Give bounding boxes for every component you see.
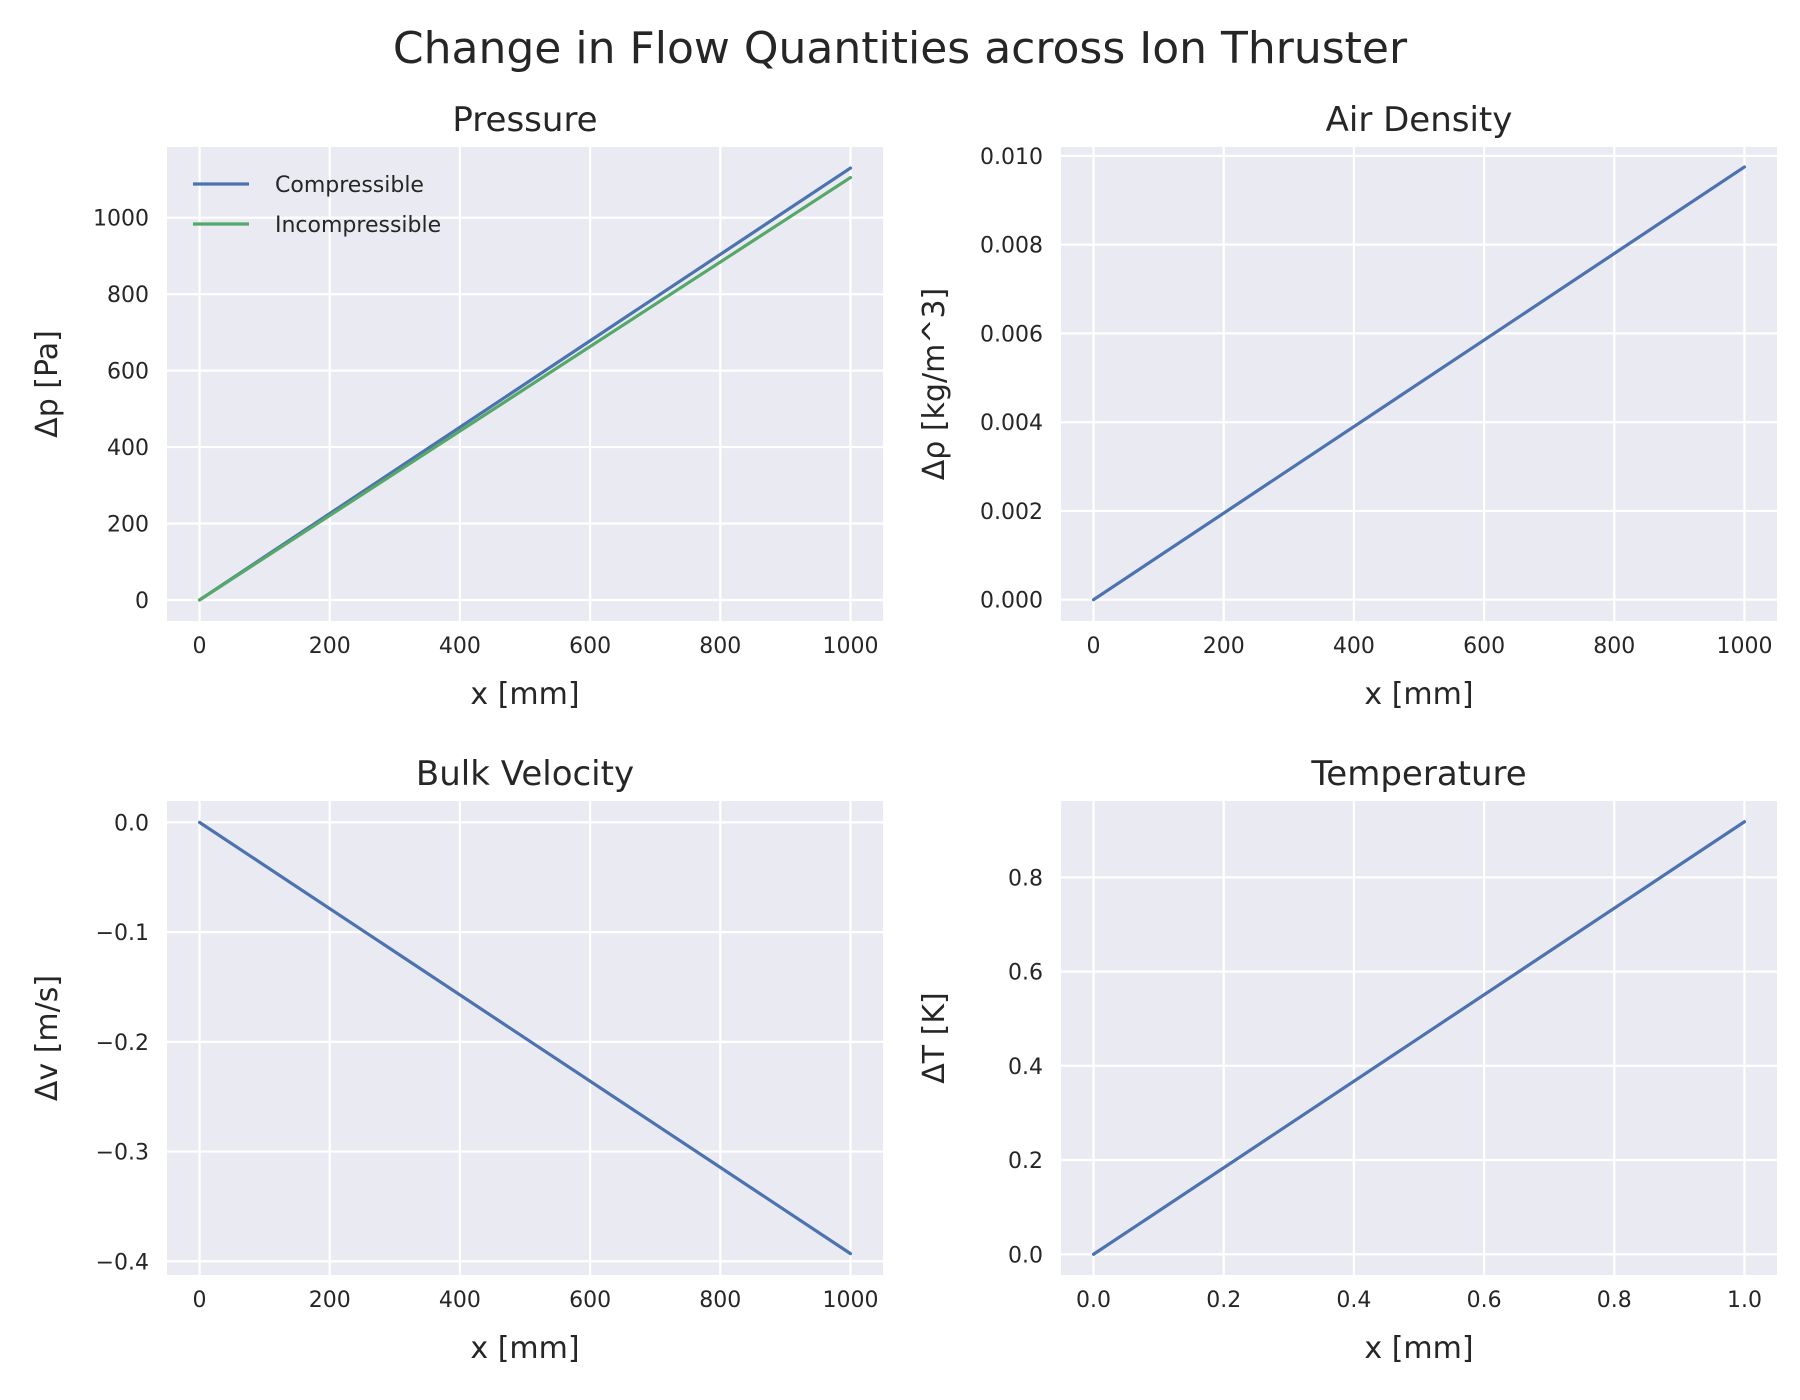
legend: Compressible Incompressible bbox=[193, 173, 441, 238]
x-tick-label: 800 bbox=[699, 634, 741, 659]
legend-label-incompressible: Incompressible bbox=[275, 213, 441, 238]
y-tick-label: −0.4 bbox=[96, 1250, 149, 1275]
y-tick-label: 0.004 bbox=[980, 411, 1043, 436]
panel-title: Bulk Velocity bbox=[416, 754, 634, 794]
tick-labels: 0 200 400 600 800 1000 0.0 −0.1 −0.2 −0.3 −0.4 bbox=[96, 811, 879, 1313]
y-tick-label: 0.000 bbox=[980, 589, 1043, 614]
y-tick-label: 800 bbox=[107, 283, 149, 308]
y-tick-label: 600 bbox=[107, 360, 149, 385]
x-tick-label: 600 bbox=[569, 634, 611, 659]
x-tick-label: 0.6 bbox=[1467, 1288, 1502, 1313]
y-tick-label: 400 bbox=[107, 436, 149, 461]
panel-bulk-velocity: 0 200 400 600 800 1000 0.0 −0.1 −0.2 −0.3 −0.4 Bul… bbox=[30, 754, 883, 1366]
x-tick-label: 200 bbox=[309, 634, 351, 659]
y-tick-label: 0.006 bbox=[980, 322, 1043, 347]
tick-labels: 0 200 400 600 800 1000 0.000 0.002 0.004 0.006 0.0… bbox=[980, 145, 1772, 659]
gridlines bbox=[1061, 147, 1777, 621]
series-lines bbox=[197, 166, 853, 602]
x-tick-label: 400 bbox=[1333, 634, 1375, 659]
x-tick-label: 0 bbox=[193, 1288, 207, 1313]
y-tick-label: 0.8 bbox=[1008, 866, 1043, 891]
y-axis-label: ΔT [K] bbox=[917, 992, 952, 1083]
x-tick-label: 800 bbox=[699, 1288, 741, 1313]
series-lines bbox=[197, 820, 853, 1256]
y-tick-label: −0.2 bbox=[96, 1031, 149, 1056]
x-axis-label: x [mm] bbox=[470, 677, 579, 712]
y-tick-label: 0.6 bbox=[1008, 961, 1043, 986]
x-tick-label: 0.0 bbox=[1076, 1288, 1111, 1313]
series-lines bbox=[1091, 820, 1747, 1256]
legend-label-compressible: Compressible bbox=[275, 173, 424, 198]
x-tick-label: 0.2 bbox=[1206, 1288, 1241, 1313]
x-tick-label: 400 bbox=[439, 1288, 481, 1313]
y-tick-label: −0.1 bbox=[96, 921, 149, 946]
x-tick-label: 1000 bbox=[822, 1288, 878, 1313]
tick-labels: 0 200 400 600 800 1000 0 200 400 600 800 1000 bbox=[93, 207, 878, 659]
x-axis-label: x [mm] bbox=[1364, 677, 1473, 712]
x-tick-label: 1000 bbox=[822, 634, 878, 659]
series-line-2 bbox=[197, 175, 853, 602]
panel-temperature: 0.0 0.2 0.4 0.6 0.8 1.0 0.0 0.2 0.4 0.6 0.8 Temper… bbox=[917, 754, 1777, 1366]
x-tick-label: 600 bbox=[1463, 634, 1505, 659]
x-tick-label: 0.8 bbox=[1597, 1288, 1632, 1313]
y-tick-label: 0.0 bbox=[114, 811, 149, 836]
gridlines bbox=[1061, 801, 1777, 1275]
y-tick-label: 0.2 bbox=[1008, 1149, 1043, 1174]
y-tick-label: 0.010 bbox=[980, 145, 1043, 170]
x-tick-label: 200 bbox=[309, 1288, 351, 1313]
y-tick-label: 0.0 bbox=[1008, 1243, 1043, 1268]
y-tick-label: 200 bbox=[107, 513, 149, 538]
tick-labels: 0.0 0.2 0.4 0.6 0.8 1.0 0.0 0.2 0.4 0.6 0.8 bbox=[1008, 866, 1762, 1313]
y-tick-label: −0.3 bbox=[96, 1141, 149, 1166]
x-axis-label: x [mm] bbox=[1364, 1331, 1473, 1366]
y-tick-label: 0.002 bbox=[980, 500, 1043, 525]
x-tick-label: 800 bbox=[1593, 634, 1635, 659]
x-tick-label: 0 bbox=[1087, 634, 1101, 659]
y-axis-label: Δp [Pa] bbox=[30, 330, 65, 438]
gridlines bbox=[167, 801, 883, 1275]
y-axis-label: Δv [m/s] bbox=[30, 975, 65, 1101]
x-tick-label: 200 bbox=[1203, 634, 1245, 659]
panel-pressure: 0 200 400 600 800 1000 0 200 400 600 800 1000 Press… bbox=[30, 100, 883, 712]
x-tick-label: 1.0 bbox=[1727, 1288, 1762, 1313]
x-tick-label: 400 bbox=[439, 634, 481, 659]
series-lines bbox=[1091, 165, 1747, 602]
gridlines bbox=[167, 147, 883, 621]
x-tick-label: 600 bbox=[569, 1288, 611, 1313]
series-line-1 bbox=[1091, 165, 1747, 602]
panel-title: Temperature bbox=[1310, 754, 1526, 794]
y-tick-label: 0.008 bbox=[980, 234, 1043, 259]
series-line-1 bbox=[197, 820, 853, 1256]
x-tick-label: 0 bbox=[193, 634, 207, 659]
x-axis-label: x [mm] bbox=[470, 1331, 579, 1366]
y-axis-label: Δρ [kg/m^3] bbox=[917, 288, 952, 480]
x-tick-label: 1000 bbox=[1716, 634, 1772, 659]
y-tick-label: 0 bbox=[135, 589, 149, 614]
figure-title: Change in Flow Quantities across Ion Thr… bbox=[393, 23, 1408, 74]
y-tick-label: 0.4 bbox=[1008, 1055, 1043, 1080]
y-tick-label: 1000 bbox=[93, 207, 149, 232]
panel-title: Air Density bbox=[1326, 100, 1513, 140]
panel-air-density: 0 200 400 600 800 1000 0.000 0.002 0.004 0.006 0.0… bbox=[917, 100, 1777, 712]
panel-title: Pressure bbox=[452, 100, 597, 140]
x-tick-label: 0.4 bbox=[1336, 1288, 1371, 1313]
series-line-1 bbox=[1091, 820, 1747, 1256]
